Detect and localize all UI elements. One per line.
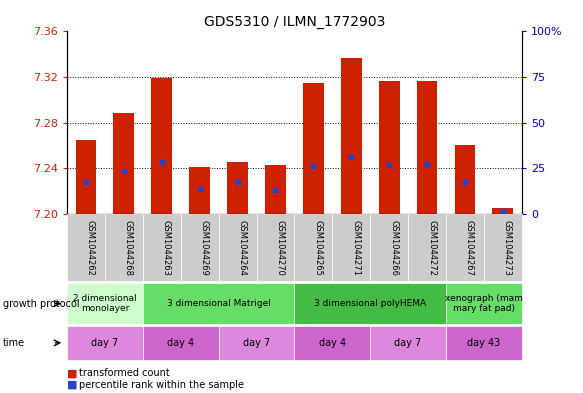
Text: 2 dimensional
monolayer: 2 dimensional monolayer (73, 294, 137, 313)
Bar (341, 58, 361, 214)
Bar (303, 83, 324, 214)
Text: day 7: day 7 (243, 338, 270, 348)
Text: GSM1044264: GSM1044264 (238, 220, 247, 275)
Text: 3 dimensional polyHEMA: 3 dimensional polyHEMA (314, 299, 426, 308)
Bar (379, 81, 399, 214)
Text: day 7: day 7 (92, 338, 118, 348)
Text: day 4: day 4 (167, 338, 194, 348)
Bar (493, 208, 513, 214)
Text: day 7: day 7 (395, 338, 422, 348)
Text: ■: ■ (67, 368, 78, 378)
Text: GSM1044266: GSM1044266 (389, 220, 398, 275)
Bar (114, 112, 134, 214)
Text: GSM1044267: GSM1044267 (465, 220, 474, 275)
Text: GSM1044262: GSM1044262 (86, 220, 95, 275)
Text: GSM1044270: GSM1044270 (276, 220, 285, 275)
Text: growth protocol: growth protocol (3, 299, 79, 309)
Text: GSM1044269: GSM1044269 (199, 220, 209, 275)
Text: GSM1044263: GSM1044263 (162, 220, 171, 275)
Text: day 4: day 4 (319, 338, 346, 348)
Bar (152, 78, 172, 214)
Bar (417, 81, 437, 214)
Text: GSM1044265: GSM1044265 (314, 220, 322, 275)
Text: transformed count: transformed count (79, 368, 170, 378)
Bar (455, 145, 475, 214)
Text: ■: ■ (67, 380, 78, 390)
Text: day 43: day 43 (467, 338, 501, 348)
Text: 3 dimensional Matrigel: 3 dimensional Matrigel (167, 299, 271, 308)
Bar (189, 167, 210, 214)
Bar (76, 140, 96, 214)
Text: time: time (3, 338, 25, 348)
Text: GSM1044273: GSM1044273 (503, 220, 512, 275)
Text: GSM1044268: GSM1044268 (124, 220, 133, 275)
Text: GSM1044271: GSM1044271 (351, 220, 360, 275)
Text: GSM1044272: GSM1044272 (427, 220, 436, 275)
Text: percentile rank within the sample: percentile rank within the sample (79, 380, 244, 390)
Title: GDS5310 / ILMN_1772903: GDS5310 / ILMN_1772903 (203, 15, 385, 29)
Bar (227, 162, 248, 214)
Bar (265, 165, 286, 214)
Text: xenograph (mam
mary fat pad): xenograph (mam mary fat pad) (445, 294, 523, 313)
